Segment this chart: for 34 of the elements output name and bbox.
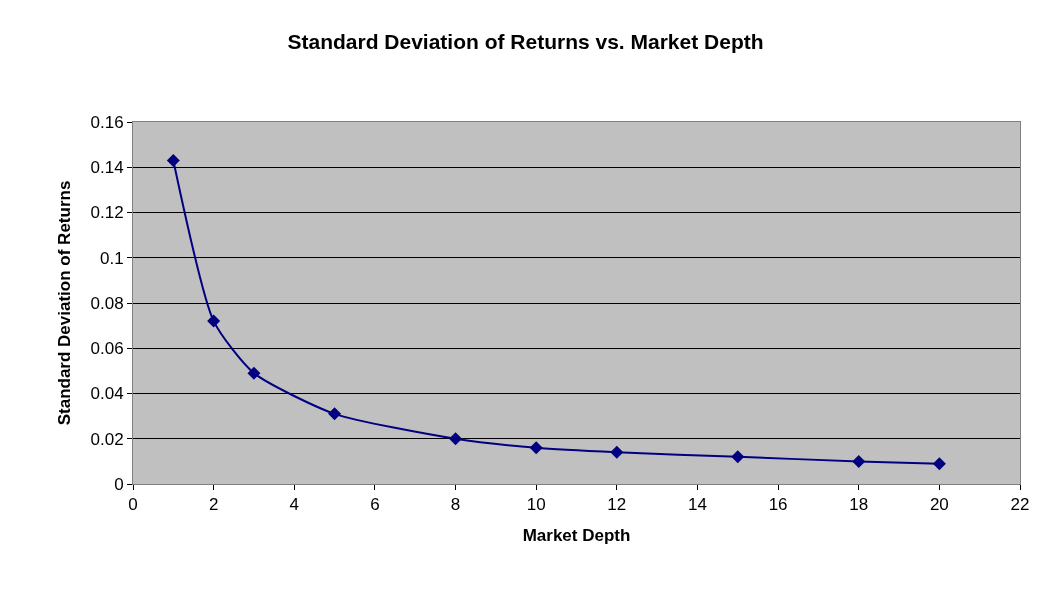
y-tick-label: 0: [114, 474, 124, 494]
point: [328, 407, 342, 421]
y-tick-label: 0.14: [90, 158, 124, 178]
x-tick-label: 0: [128, 495, 138, 515]
y-tick-label: 0.16: [90, 112, 124, 132]
point: [610, 445, 624, 459]
x-tick-label: 14: [687, 495, 707, 515]
x-tick-label: 20: [929, 495, 949, 515]
point: [166, 153, 180, 167]
x-tick-label: 6: [370, 495, 380, 515]
y-tick-label: 0.02: [90, 429, 124, 449]
y-tick-label: 0.1: [99, 248, 124, 268]
point: [731, 450, 745, 464]
x-axis-title: Market Depth: [522, 525, 631, 545]
point: [852, 454, 866, 468]
x-tick-label: 12: [607, 495, 627, 515]
y-tick-label: 0.06: [90, 339, 124, 359]
x-tick-label: 2: [208, 495, 219, 515]
x-tick-label: 10: [526, 495, 546, 515]
y-tick-label: 0.04: [90, 384, 124, 404]
x-tick-label: 8: [450, 495, 461, 515]
x-tick-label: 18: [849, 495, 869, 515]
point: [207, 314, 221, 328]
chart-title: Standard Deviation of Returns vs. Market Depth: [287, 29, 764, 53]
y-tick-label: 0.08: [90, 293, 124, 313]
y-tick-label: 0.12: [90, 203, 124, 223]
point: [247, 366, 261, 380]
x-tick-label: 22: [1010, 495, 1030, 515]
point: [449, 432, 463, 446]
x-tick-label: 4: [289, 495, 299, 515]
point: [529, 441, 543, 455]
point: [932, 457, 946, 471]
y-axis-title: Standard Deviation of Returns: [55, 180, 75, 426]
x-tick-label: 16: [768, 495, 788, 515]
